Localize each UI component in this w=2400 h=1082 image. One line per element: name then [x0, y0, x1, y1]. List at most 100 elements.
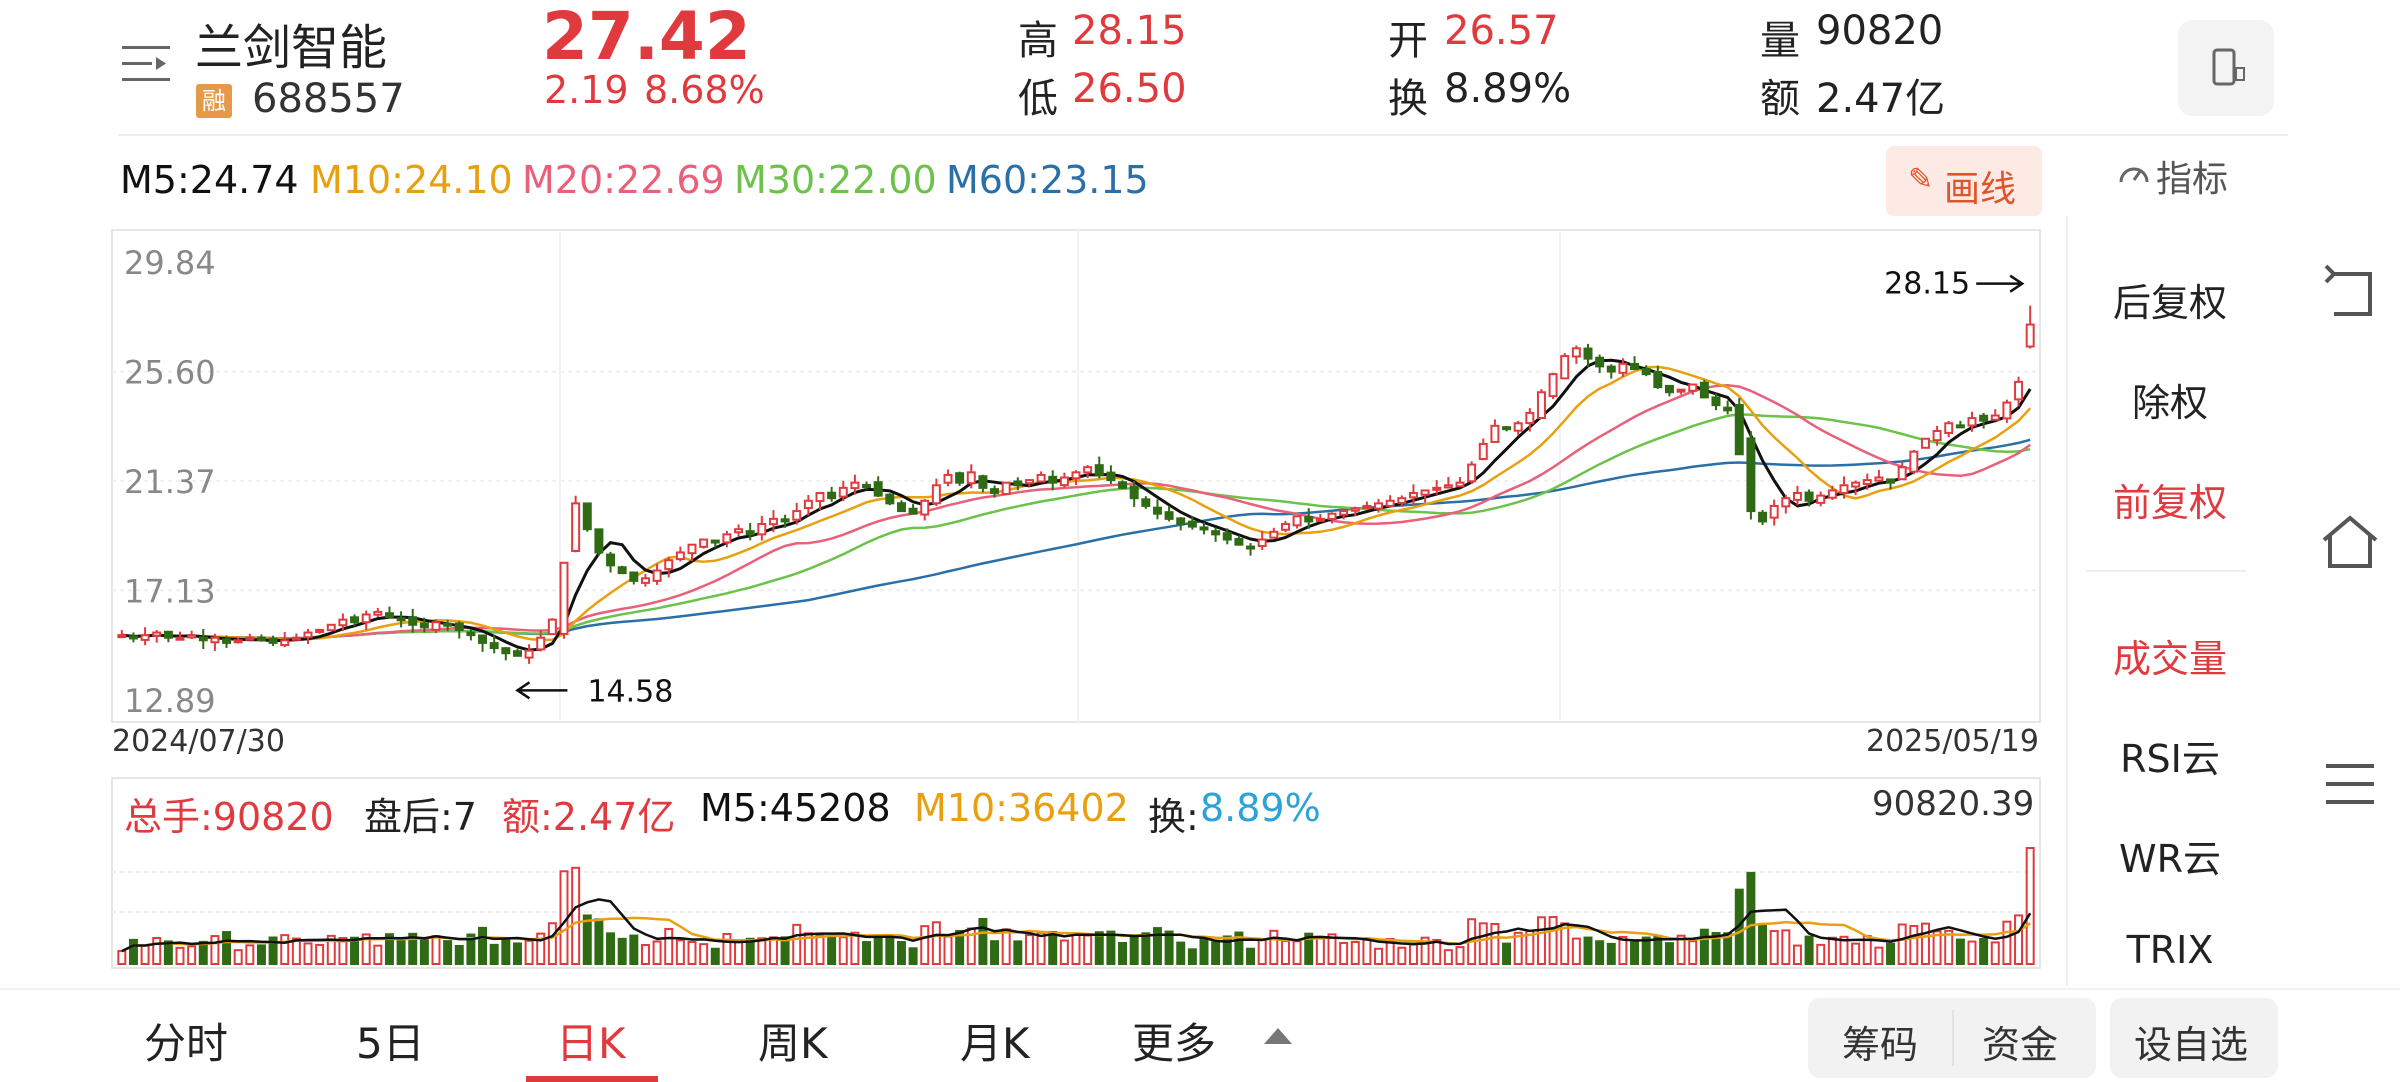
- volume-bar: [1664, 942, 1674, 965]
- volume-bar: [629, 934, 639, 966]
- candle: [1548, 373, 1558, 398]
- candle: [1630, 363, 1640, 370]
- candle: [2014, 380, 2024, 401]
- candle: [1688, 383, 1698, 392]
- low-arrow-icon: [515, 681, 568, 700]
- candle: [501, 647, 511, 655]
- recents-menu-icon[interactable]: [2318, 752, 2382, 816]
- side-item-wr[interactable]: WR云: [2119, 837, 2221, 881]
- x-label-end: 2025/05/19: [1866, 724, 2039, 759]
- volume-bar: [873, 934, 883, 965]
- volume-bar: [1339, 941, 1349, 966]
- volume-bar: [1595, 940, 1605, 965]
- annotations: 28.15 14.58: [515, 267, 2025, 709]
- volume-bar: [443, 940, 453, 965]
- volume-bar: [1211, 941, 1221, 966]
- candle: [478, 634, 488, 644]
- back-icon[interactable]: [2318, 262, 2382, 326]
- candle: [1106, 471, 1116, 482]
- candle: [1222, 532, 1232, 541]
- indicator-button[interactable]: 指标: [2110, 146, 2260, 202]
- rotate-screen-button[interactable]: [2178, 20, 2274, 116]
- volume-bar: [1013, 940, 1023, 965]
- volume-bar: [675, 939, 685, 966]
- tab-weekly-k[interactable]: 周K: [758, 1019, 828, 1068]
- add-watchlist-button[interactable]: [2110, 998, 2278, 1078]
- tab-intraday[interactable]: 分时: [144, 1019, 229, 1068]
- side-item-ex-rights[interactable]: 除权: [2131, 381, 2208, 425]
- candle: [245, 636, 255, 641]
- volume-bar: [1676, 934, 1686, 966]
- volume-turnover: 8.89%: [1200, 786, 1321, 830]
- candle: [559, 561, 569, 635]
- volume-bar: [1478, 922, 1488, 966]
- candle: [1292, 515, 1302, 527]
- volume-bar: [1164, 930, 1174, 965]
- volume-bar: [1327, 933, 1337, 965]
- candle: [1490, 424, 1500, 443]
- candle: [291, 636, 301, 641]
- side-item-volume[interactable]: 成交量: [2112, 637, 2227, 681]
- volume-bar: [128, 938, 138, 965]
- candle: [1013, 480, 1023, 487]
- volume-bar: [687, 940, 697, 965]
- candle: [512, 650, 522, 657]
- volume-bar: [1618, 935, 1628, 965]
- candle: [1350, 507, 1360, 512]
- tab-5day[interactable]: 5日: [356, 1019, 425, 1068]
- candle: [1781, 497, 1791, 508]
- home-icon[interactable]: [2318, 510, 2382, 574]
- candle: [1979, 414, 1989, 422]
- volume-bar: [606, 932, 616, 965]
- side-item-forward-adjusted[interactable]: 前复权: [2112, 481, 2227, 525]
- side-item-trix[interactable]: TRIX: [2126, 928, 2214, 972]
- candle: [1257, 538, 1267, 547]
- candle: [850, 481, 860, 490]
- volume-bar: [1711, 931, 1721, 966]
- chips-button[interactable]: 筹码: [1842, 1023, 1919, 1067]
- volume-bar: [1408, 943, 1418, 966]
- candle: [1420, 489, 1430, 496]
- volume-bar: [757, 937, 767, 965]
- y-tick-label: 25.60: [124, 354, 216, 392]
- candle: [606, 553, 616, 567]
- candle: [803, 499, 813, 510]
- tab-more[interactable]: 更多: [1132, 1019, 1217, 1068]
- volume-bar: [1920, 922, 1930, 965]
- volume-bar: [1816, 943, 1826, 965]
- volume-bar: [640, 943, 650, 965]
- gauge-icon: [2119, 167, 2149, 183]
- x-label-start: 2024/07/30: [112, 724, 285, 759]
- menu-icon[interactable]: [118, 40, 174, 90]
- candle: [1932, 429, 1942, 442]
- volume-bar: [1234, 931, 1244, 965]
- volume-bar: [187, 945, 197, 966]
- high-arrow-icon: [1976, 274, 2025, 293]
- tab-monthly-k[interactable]: 月K: [960, 1019, 1030, 1068]
- side-item-back-adjusted[interactable]: 后复权: [2112, 281, 2227, 325]
- volume-bar: [617, 937, 627, 965]
- volume-bar: [792, 923, 802, 966]
- volume-bar: [920, 925, 930, 966]
- funds-button[interactable]: 资金: [1982, 1023, 2059, 1067]
- volume-bar: [512, 942, 522, 966]
- candle: [454, 622, 464, 631]
- tab-daily-k[interactable]: 日K: [556, 1019, 626, 1068]
- candle: [955, 472, 965, 484]
- draw-line-button[interactable]: ✎ 画线: [1886, 146, 2042, 216]
- side-item-rsi[interactable]: RSI云: [2120, 737, 2220, 781]
- candle: [256, 636, 266, 642]
- caret-up-icon[interactable]: [1264, 1028, 1292, 1044]
- volume-bar: [117, 950, 127, 965]
- candle: [734, 528, 744, 534]
- volume-bar: [1536, 916, 1546, 966]
- volume-bar: [489, 943, 499, 965]
- candle: [815, 492, 825, 503]
- volume-bar: [1513, 931, 1523, 966]
- candle: [1339, 510, 1349, 516]
- volume-bar: [1990, 941, 2000, 965]
- volume-bar: [768, 936, 778, 965]
- volume-bar: [1688, 940, 1698, 965]
- volume-bar: [652, 940, 662, 965]
